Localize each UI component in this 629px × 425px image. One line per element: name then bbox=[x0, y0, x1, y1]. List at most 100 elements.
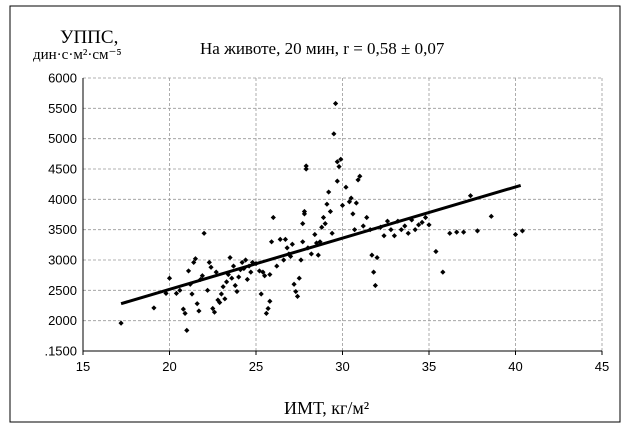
data-point bbox=[322, 221, 328, 227]
data-point bbox=[177, 287, 183, 293]
data-point bbox=[192, 256, 199, 262]
data-point bbox=[281, 257, 287, 263]
x-tick-label: 25 bbox=[249, 359, 263, 374]
data-point bbox=[256, 268, 263, 274]
data-point bbox=[196, 308, 202, 314]
data-point bbox=[303, 166, 309, 172]
data-point bbox=[388, 227, 394, 233]
data-point bbox=[334, 159, 340, 165]
data-point bbox=[384, 218, 391, 224]
data-point bbox=[204, 287, 211, 293]
data-point bbox=[355, 177, 361, 183]
data-point bbox=[440, 269, 446, 275]
y-tick-label: 3500 bbox=[48, 222, 77, 237]
data-point bbox=[447, 230, 453, 236]
data-point bbox=[274, 263, 280, 269]
data-point bbox=[277, 236, 283, 242]
data-point bbox=[369, 252, 375, 258]
data-point bbox=[488, 213, 494, 219]
data-point bbox=[346, 199, 353, 205]
chart-title: На животе, 20 мин, r = 0,58 ± 0,07 bbox=[200, 39, 445, 58]
data-point bbox=[263, 310, 269, 316]
data-point bbox=[118, 320, 124, 326]
data-point bbox=[288, 253, 294, 259]
data-point bbox=[320, 214, 327, 221]
data-point bbox=[326, 189, 332, 195]
data-point bbox=[191, 259, 197, 266]
data-point bbox=[194, 301, 200, 307]
x-tick-label: 40 bbox=[508, 359, 522, 374]
data-point bbox=[268, 239, 275, 245]
data-point bbox=[324, 201, 330, 207]
data-point bbox=[284, 245, 290, 251]
data-point bbox=[512, 231, 519, 238]
data-point bbox=[189, 291, 195, 297]
data-point bbox=[265, 305, 271, 312]
data-point bbox=[303, 163, 309, 169]
data-point bbox=[206, 259, 212, 266]
data-point bbox=[173, 290, 180, 296]
data-point bbox=[185, 268, 192, 274]
data-point bbox=[391, 233, 397, 239]
data-point bbox=[151, 305, 157, 311]
data-point bbox=[454, 229, 460, 235]
data-point bbox=[227, 254, 233, 261]
data-point bbox=[229, 275, 235, 281]
data-point bbox=[163, 290, 169, 296]
data-point bbox=[331, 131, 337, 137]
data-point bbox=[180, 306, 186, 312]
data-point bbox=[208, 264, 214, 270]
x-tick-label: 15 bbox=[76, 359, 90, 374]
y-tick-label: .1500 bbox=[44, 344, 77, 359]
data-point bbox=[232, 282, 238, 289]
data-point bbox=[298, 257, 304, 263]
y-tick-label: 2000 bbox=[48, 313, 77, 328]
data-point bbox=[260, 269, 266, 275]
data-point bbox=[230, 263, 237, 269]
data-point bbox=[348, 195, 354, 201]
data-point bbox=[353, 200, 359, 206]
data-point bbox=[217, 299, 223, 306]
data-point bbox=[243, 257, 249, 263]
data-point bbox=[336, 163, 342, 170]
data-point bbox=[300, 239, 306, 245]
y-tick-label: 6000 bbox=[48, 71, 77, 86]
data-point bbox=[293, 288, 299, 295]
data-point bbox=[381, 233, 387, 239]
data-point bbox=[258, 291, 264, 297]
data-point bbox=[419, 219, 425, 225]
data-point bbox=[412, 227, 418, 233]
data-point bbox=[301, 208, 308, 215]
y-tick-label: 5500 bbox=[48, 101, 77, 116]
trend-line bbox=[120, 183, 522, 306]
data-point bbox=[282, 236, 289, 242]
data-point bbox=[296, 275, 302, 281]
y-tick-label: 4000 bbox=[48, 192, 77, 207]
data-point bbox=[308, 251, 314, 257]
y-tick-label: 4500 bbox=[48, 162, 77, 177]
data-point bbox=[244, 276, 250, 283]
y-tick-label: 2500 bbox=[48, 283, 77, 298]
data-point bbox=[350, 211, 356, 217]
data-point bbox=[234, 288, 240, 295]
data-point bbox=[319, 224, 325, 230]
data-point bbox=[291, 281, 297, 287]
data-point bbox=[416, 222, 422, 228]
data-point bbox=[357, 173, 363, 179]
y-axis-label: УППС, bbox=[60, 27, 119, 48]
data-point bbox=[334, 178, 340, 184]
data-point bbox=[222, 296, 228, 302]
data-point bbox=[402, 223, 408, 229]
data-point bbox=[262, 273, 268, 279]
data-point bbox=[426, 222, 432, 228]
data-point bbox=[210, 305, 216, 312]
data-point bbox=[223, 279, 230, 285]
data-point bbox=[364, 214, 370, 221]
data-point bbox=[199, 273, 205, 279]
data-point bbox=[329, 230, 335, 236]
data-point bbox=[213, 269, 219, 275]
data-point bbox=[267, 271, 273, 278]
data-point bbox=[405, 230, 411, 236]
data-point bbox=[374, 254, 380, 261]
